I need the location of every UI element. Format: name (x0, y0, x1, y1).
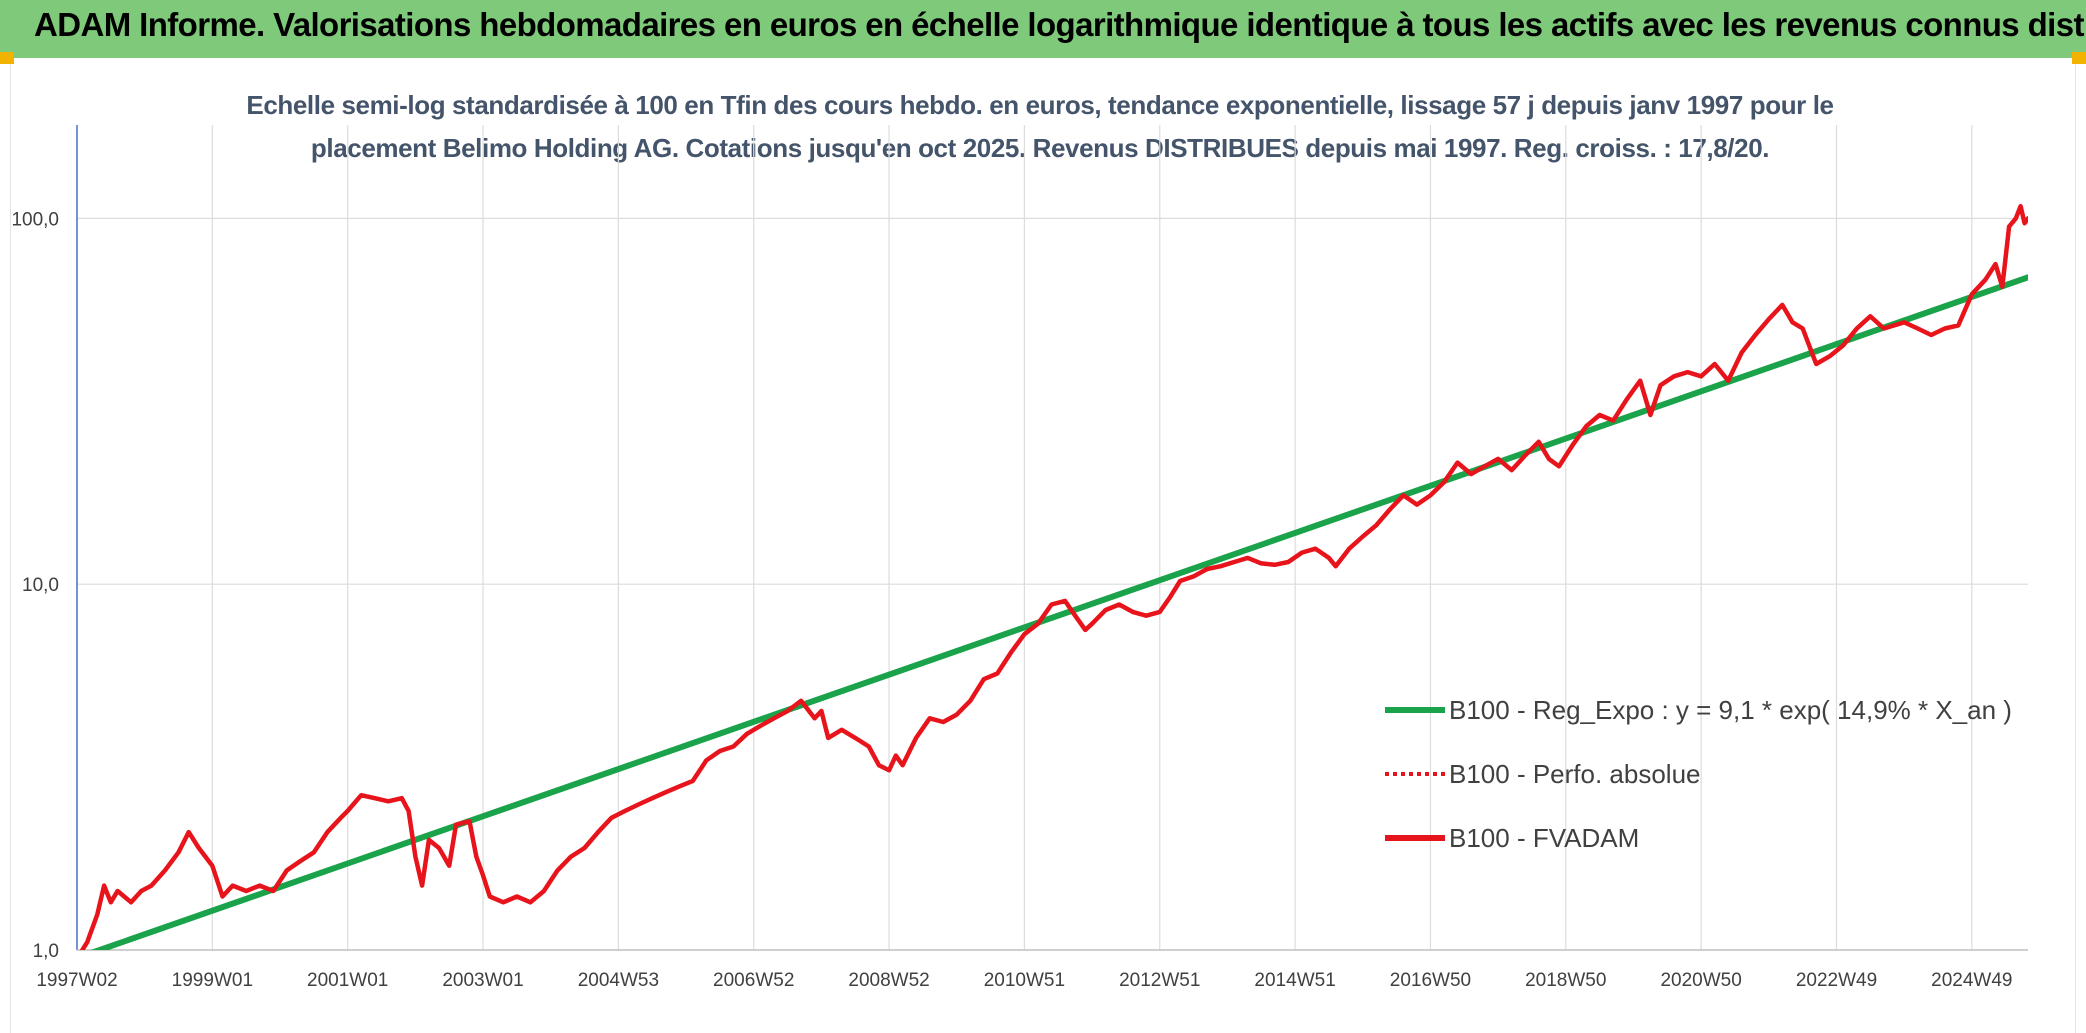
chart-title-line-2: placement Belimo Holding AG. Cotations j… (310, 133, 1770, 163)
report-title: ADAM Informe. Valorisations hebdomadaire… (34, 6, 2086, 43)
x-tick-label: 2003W01 (442, 970, 523, 991)
series-lines (79, 203, 2028, 950)
x-tick-label: 2012W51 (1119, 970, 1200, 991)
legend-label: B100 - Reg_Expo : y = 9,1 * exp( 14,9% *… (1449, 695, 2012, 725)
x-tick-label: 2001W01 (307, 970, 388, 991)
frame-right (2075, 64, 2076, 1033)
y-tick-labels: 1,0 10,0 100,0 (11, 209, 59, 962)
x-tick-label: 2014W51 (1254, 970, 1335, 991)
x-tick-label: 2016W50 (1390, 970, 1471, 991)
x-tick-labels: 1997W02 1999W01 2001W01 2003W01 2004W53 2006W… (36, 970, 2012, 991)
grid (77, 125, 2028, 950)
legend: B100 - Reg_Expo : y = 9,1 * exp( 14,9% *… (1385, 695, 2012, 853)
x-tick-label: 2008W52 (848, 970, 929, 991)
frame-left (10, 64, 11, 1033)
y-tick-label: 100,0 (11, 209, 59, 230)
chart-title-line-1: Echelle semi-log standardisée à 100 en T… (246, 90, 1834, 120)
y-tick-label: 1,0 (33, 941, 59, 962)
corner-marker (2072, 52, 2086, 64)
x-tick-label: 2010W51 (984, 970, 1065, 991)
x-tick-label: 2024W49 (1931, 970, 2012, 991)
legend-label: B100 - Perfo. absolue (1449, 759, 1701, 789)
x-tick-label: 2022W49 (1796, 970, 1877, 991)
axes (76, 125, 2028, 951)
x-tick-label: 1997W02 (36, 970, 117, 991)
legend-label: B100 - FVADAM (1449, 823, 1639, 853)
y-tick-label: 10,0 (22, 575, 59, 596)
fvadam-line-series (79, 203, 2028, 950)
corner-marker (0, 52, 14, 64)
x-tick-label: 2020W50 (1660, 970, 1741, 991)
x-tick-label: 1999W01 (172, 970, 253, 991)
trend-line-series (90, 274, 2028, 950)
x-tick-label: 2018W50 (1525, 970, 1606, 991)
x-tick-label: 2006W52 (713, 970, 794, 991)
x-tick-label: 2004W53 (578, 970, 659, 991)
header-banner: ADAM Informe. Valorisations hebdomadaire… (0, 0, 2086, 58)
